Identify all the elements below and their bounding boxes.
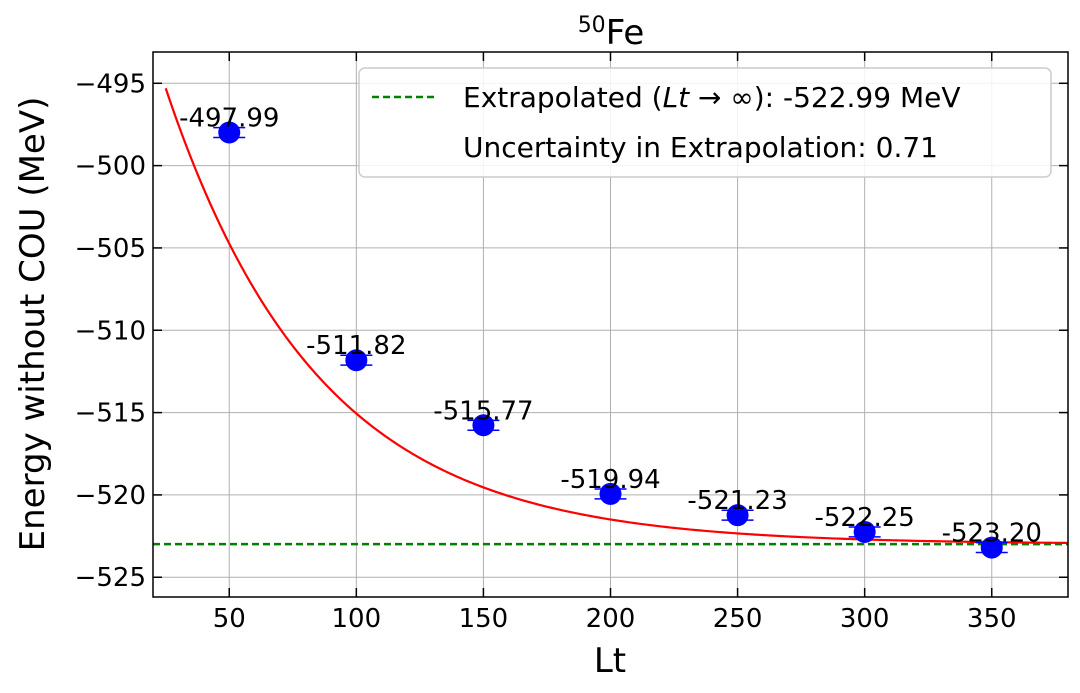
chart-title-superscript: 50 bbox=[578, 13, 606, 38]
data-label: -519.94 bbox=[560, 465, 660, 495]
data-point bbox=[345, 349, 368, 372]
y-tick-label: −520 bbox=[75, 481, 146, 511]
x-tick-label: 350 bbox=[967, 604, 1017, 634]
data-point bbox=[726, 504, 749, 527]
x-tick-label: 150 bbox=[459, 604, 509, 634]
legend: Extrapolated (Lt → ∞): -522.99 MeV Uncer… bbox=[358, 67, 1052, 178]
legend-uncertainty-label: Uncertainty in Extrapolation: 0.71 bbox=[463, 131, 938, 164]
data-label: -523.20 bbox=[942, 519, 1042, 549]
y-tick-label: −500 bbox=[75, 152, 146, 182]
data-point bbox=[980, 536, 1003, 559]
chart-title-text: Fe bbox=[606, 13, 645, 53]
fit-curve bbox=[164, 87, 1068, 545]
x-tick-label: 250 bbox=[713, 604, 763, 634]
legend-extrapolated-label: Extrapolated (Lt → ∞): -522.99 MeV bbox=[463, 81, 961, 114]
data-label: -522.25 bbox=[814, 503, 914, 533]
data-label: -515.77 bbox=[433, 396, 533, 426]
legend-box bbox=[358, 67, 1052, 178]
x-tick-label: 300 bbox=[840, 604, 890, 634]
y-tick-label: −515 bbox=[75, 399, 146, 429]
y-axis-label: Energy without COU (MeV) bbox=[13, 97, 53, 552]
legend-extrapolated-value: -522.99 MeV bbox=[783, 81, 961, 114]
data-point bbox=[472, 414, 495, 437]
chart-title: 50Fe bbox=[578, 13, 645, 53]
y-tick-label: −525 bbox=[75, 563, 146, 593]
legend-extrapolated-prefix: Extrapolated ( bbox=[463, 81, 663, 114]
legend-extrapolated-italic: Lt bbox=[663, 81, 691, 114]
y-tick-label: −495 bbox=[75, 69, 146, 99]
data-point bbox=[218, 121, 241, 144]
x-tick-label: 50 bbox=[213, 604, 246, 634]
data-label: -511.82 bbox=[306, 331, 406, 361]
data-label: -497.99 bbox=[179, 104, 279, 134]
data-label: -521.23 bbox=[687, 486, 787, 516]
plot-area bbox=[153, 87, 1068, 559]
data-point bbox=[853, 520, 876, 543]
x-axis-label: Lt bbox=[594, 641, 626, 681]
data-point bbox=[599, 482, 622, 505]
x-tick-label: 200 bbox=[586, 604, 636, 634]
axis-ticks: 50 100 150 200 250 300 350 −495 −500 −505 −510 −515… bbox=[75, 52, 1068, 634]
y-tick-label: −505 bbox=[75, 234, 146, 264]
x-tick-label: 100 bbox=[332, 604, 382, 634]
legend-extrapolated-arrow: → ∞): bbox=[689, 81, 783, 114]
y-tick-label: −510 bbox=[75, 316, 146, 346]
